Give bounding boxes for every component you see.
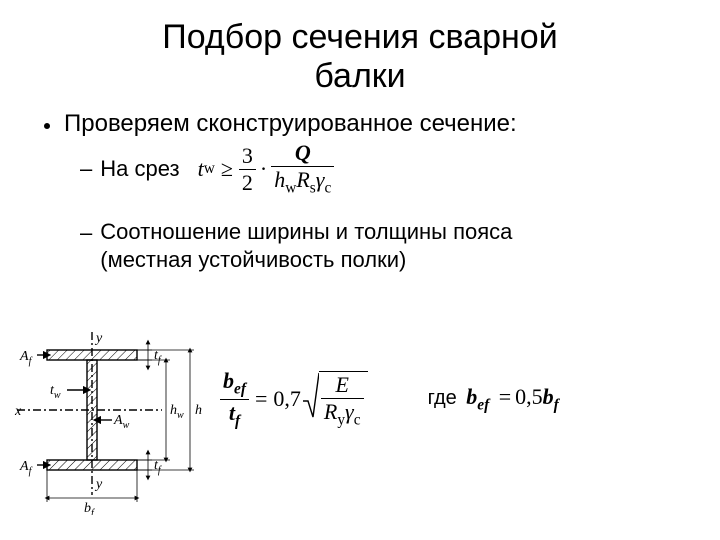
svg-text:h: h <box>195 403 202 418</box>
svg-text:Af: Af <box>19 459 33 477</box>
bullet-main-text: Проверяем сконструированное сечение: <box>64 110 517 138</box>
f2-sqrt-body: E Ryγc <box>319 371 368 428</box>
f2-lhs-num: bef <box>220 370 249 397</box>
dash-item-flange: – Соотношение ширины и толщины пояса (ме… <box>80 218 680 273</box>
bullet-main: Проверяем сконструированное сечение: <box>44 110 680 138</box>
formula-flange: bef tf = 0,7 E <box>220 370 368 429</box>
f1-lhs-sub: w <box>204 160 215 178</box>
f1-frac1-den: 2 <box>239 172 256 194</box>
dash-flange-text: Соотношение ширины и толщины пояса (мест… <box>100 218 512 273</box>
f2-lhs-den: tf <box>226 402 243 429</box>
dash-shear-label: На срез <box>100 156 179 182</box>
svg-text:tw: tw <box>50 383 61 401</box>
dash-flange-line2: (местная устойчивость полки) <box>100 247 406 272</box>
formula-flange-row: bef tf = 0,7 E <box>220 370 559 429</box>
f2-sqrt-den: Ryγc <box>321 401 364 428</box>
f1-frac1: 3 2 <box>239 145 256 194</box>
f1-frac2-den: hwRsγc <box>271 169 334 196</box>
svg-text:hw: hw <box>170 403 184 421</box>
f1-dot: · <box>260 156 267 182</box>
svg-text:tf: tf <box>154 348 162 366</box>
lbl-y-top: y <box>94 331 103 346</box>
f1-frac1-num: 3 <box>239 145 256 167</box>
ibeam-diagram: x y y Af Af tw Aw tf <box>12 320 212 520</box>
f1-frac2-num: Q <box>292 142 314 164</box>
svg-text:Af: Af <box>19 349 33 367</box>
dash-icon: – <box>80 156 92 182</box>
f2-eq: = <box>255 386 267 412</box>
dash-icon: – <box>80 220 92 246</box>
f2-coef: 0,7 <box>273 386 301 412</box>
f2-sqrt: E Ryγc <box>303 371 368 428</box>
svg-text:bf: bf <box>84 501 95 515</box>
f2-sqrt-frac: E Ryγc <box>321 374 364 428</box>
svg-text:tf: tf <box>154 458 162 476</box>
f1-frac2: Q hwRsγc <box>271 142 334 196</box>
slide: Подбор сечения сварной балки Проверяем с… <box>0 0 720 540</box>
f2-lhs-frac: bef tf <box>220 370 249 429</box>
f1-ge: ≥ <box>221 156 233 182</box>
title-line-2: балки <box>314 57 405 95</box>
svg-text:Aw: Aw <box>113 413 130 431</box>
lbl-y-bot: y <box>94 477 103 492</box>
formula-where: где bef =0,5bf <box>428 384 559 414</box>
where-word: где <box>428 387 457 409</box>
ibeam-svg: x y y Af Af tw Aw tf <box>12 320 212 515</box>
bullet-dot-icon <box>44 123 50 129</box>
f2-sqrt-num: E <box>333 374 352 396</box>
radical-icon <box>303 371 319 428</box>
dash-flange-line1: Соотношение ширины и толщины пояса <box>100 219 512 244</box>
title-line-1: Подбор сечения сварной <box>162 18 557 56</box>
formula-shear: tw ≥ 3 2 · Q hwRsγc <box>198 142 335 196</box>
slide-title: Подбор сечения сварной балки <box>40 18 680 96</box>
lbl-x: x <box>14 404 22 419</box>
dash-item-shear: – На срез tw ≥ 3 2 · Q hwRsγc <box>80 142 680 196</box>
